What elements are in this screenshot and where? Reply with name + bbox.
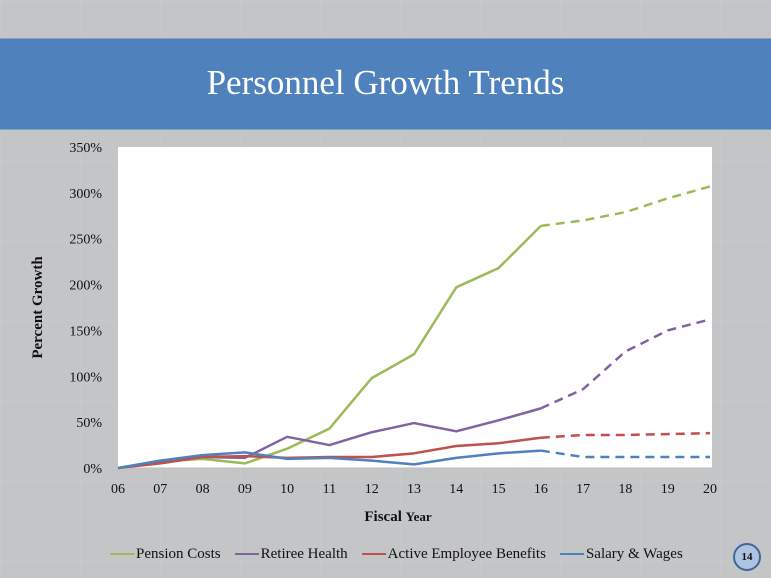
y-tick-label: 200% [69, 279, 102, 294]
x-axis-title: Fiscal Year [364, 509, 431, 525]
slide-title: Personnel Growth Trends [206, 63, 565, 102]
title-banner: Personnel Growth Trends [0, 38, 771, 130]
x-tick-label: 15 [492, 482, 506, 497]
legend-swatch [234, 553, 259, 555]
chart-legend: Pension Costs Retiree Health Active Employ… [110, 543, 683, 565]
legend-label: Salary & Wages [585, 545, 683, 562]
legend-label: Active Employee Benefits [387, 545, 546, 562]
legend-item: Salary & Wages [559, 545, 683, 563]
x-tick-label: 20 [703, 482, 717, 497]
legend-swatch [110, 553, 134, 555]
x-tick-label: 18 [618, 482, 632, 497]
y-tick-label: 300% [69, 187, 102, 202]
y-axis-ticks: 0% 50% 100% 150% 200% 250% 300% 350% [69, 141, 102, 477]
page-number: 14 [741, 551, 753, 563]
y-tick-label: 50% [76, 416, 102, 431]
x-tick-label: 11 [323, 482, 336, 497]
y-tick-label: 100% [69, 370, 102, 385]
x-tick-label: 17 [576, 482, 590, 497]
x-tick-label: 14 [449, 482, 463, 497]
y-tick-label: 150% [69, 324, 102, 339]
x-tick-label: 16 [534, 482, 548, 497]
legend-label: Pension Costs [136, 545, 221, 562]
legend-item: Active Employee Benefits [361, 545, 546, 563]
x-tick-label: 10 [280, 482, 294, 497]
x-tick-label: 07 [153, 482, 167, 497]
y-tick-label: 250% [69, 233, 102, 248]
series-line-projected [540, 449, 710, 459]
x-tick-label: 19 [661, 482, 675, 497]
x-tick-label: 06 [111, 482, 125, 497]
y-axis-title: Percent Growth [30, 256, 46, 359]
y-tick-label: 0% [83, 462, 102, 477]
series-line-projected [540, 318, 711, 410]
page-number-badge: 14 [733, 543, 761, 571]
series-line-projected [540, 431, 711, 439]
x-tick-label: 09 [238, 482, 252, 497]
x-tick-label: 08 [196, 482, 210, 497]
x-tick-label: 12 [365, 482, 379, 497]
x-axis-ticks: 06 07 08 09 10 11 12 13 14 15 16 17 18 19 20 [111, 482, 717, 497]
legend-swatch [559, 553, 584, 555]
x-axis-title-rest: Year [406, 509, 432, 524]
x-tick-label: 13 [407, 482, 421, 497]
series-lines [117, 185, 711, 470]
legend-label: Retiree Health [260, 545, 348, 562]
legend-swatch [361, 553, 386, 555]
legend-item: Retiree Health [234, 545, 348, 563]
x-axis-title-bold: Fiscal [364, 509, 405, 525]
plot-area [118, 147, 712, 468]
y-tick-label: 350% [69, 141, 102, 156]
legend-item: Pension Costs [110, 546, 221, 563]
